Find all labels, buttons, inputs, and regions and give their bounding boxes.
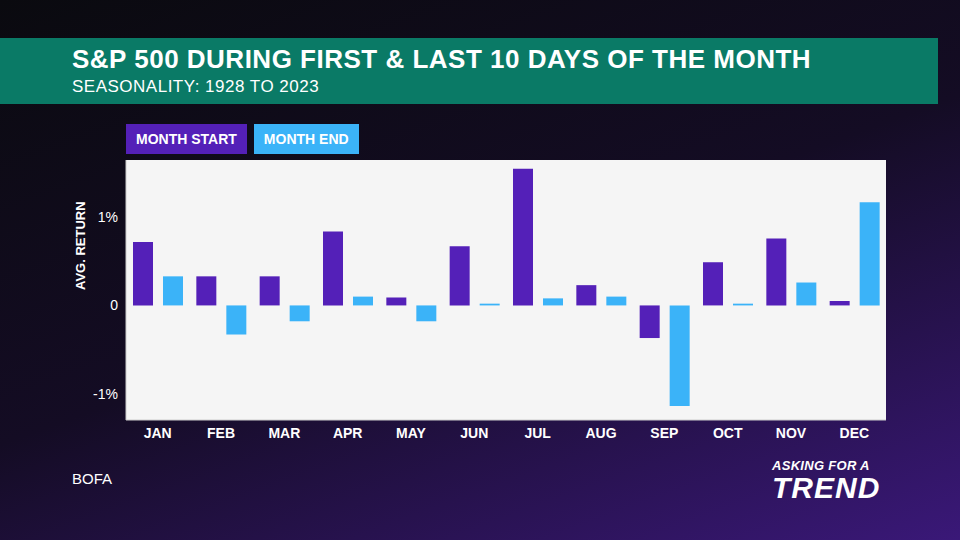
svg-text:1%: 1% (98, 209, 118, 225)
svg-text:AUG: AUG (585, 425, 616, 441)
html-text:MONTH END: MONTH END (263, 131, 349, 147)
svg-text:APR: APR (333, 425, 363, 441)
svg-text:NOV: NOV (776, 425, 807, 441)
svg-text:SEP: SEP (650, 425, 678, 441)
html-text:BOFA: BOFA (72, 470, 112, 487)
svg-text:0: 0 (110, 297, 118, 313)
svg-text:OCT: OCT (713, 425, 743, 441)
html-text:SEASONALITY: 1928 TO 2023: SEASONALITY: 1928 TO 2023 (72, 77, 320, 96)
svg-text:MAY: MAY (396, 425, 426, 441)
html-text:MONTH START: MONTH START (136, 131, 237, 147)
svg-text:MAR: MAR (268, 425, 300, 441)
svg-text:-1%: -1% (93, 386, 118, 402)
svg-text:FEB: FEB (207, 425, 235, 441)
html-text:TREND: TREND (772, 471, 881, 504)
html-text:ASKING FOR A: ASKING FOR A (772, 458, 870, 473)
html-text:S&P 500 DURING FIRST & LAST 10: S&P 500 DURING FIRST & LAST 10 DAYS OF T… (72, 44, 812, 74)
svg-text:AVG. RETURN: AVG. RETURN (73, 201, 88, 290)
svg-text:JUN: JUN (460, 425, 488, 441)
svg-text:DEC: DEC (840, 425, 870, 441)
svg-text:JUL: JUL (524, 425, 551, 441)
svg-text:JAN: JAN (144, 425, 172, 441)
